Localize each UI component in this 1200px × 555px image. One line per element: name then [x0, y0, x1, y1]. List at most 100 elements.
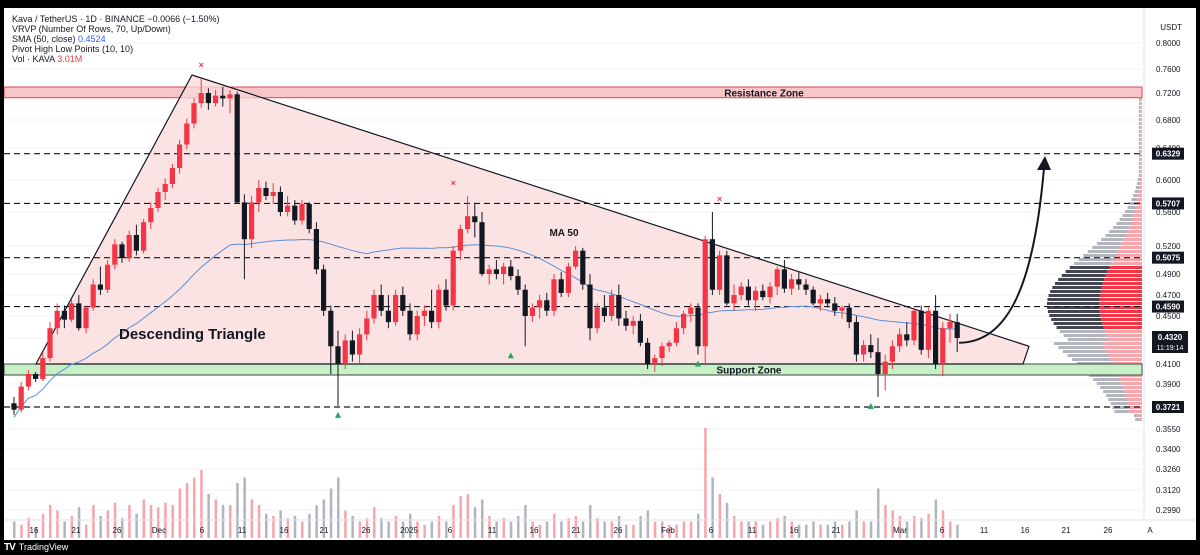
- candle-body: [306, 204, 312, 229]
- volume-value: 3.01M: [57, 54, 83, 64]
- candle-body: [371, 295, 377, 319]
- profile-bar-down: [1096, 242, 1122, 245]
- volume-bar: [812, 521, 815, 538]
- price-tick-label: 0.6800: [1156, 116, 1181, 125]
- candle-body: [285, 205, 291, 212]
- candle: [803, 279, 809, 295]
- volume-bar: [833, 521, 837, 538]
- volume-bar: [704, 428, 707, 538]
- candle-body: [853, 322, 859, 355]
- time-tick-label: 11: [488, 526, 497, 535]
- volume-bar: [279, 510, 282, 538]
- volume-bar: [236, 483, 239, 538]
- profile-bar-up: [1108, 338, 1142, 341]
- candle: [565, 262, 571, 298]
- vrvp-row[interactable]: VRVP (Number Of Rows, 70, Up/Down): [12, 24, 171, 34]
- profile-bar-up: [1100, 290, 1142, 293]
- sma-value: 0.4524: [78, 34, 106, 44]
- profile-bar-down: [1139, 114, 1141, 117]
- candle-body: [141, 222, 147, 251]
- profile-bar-down: [1067, 354, 1109, 357]
- profile-bar-down: [1109, 230, 1128, 233]
- time-tick-label: 6: [448, 526, 453, 535]
- candle: [357, 328, 363, 364]
- profile-bar-up: [1125, 394, 1142, 397]
- profile-bar-down: [1139, 170, 1141, 173]
- candle: [105, 260, 111, 293]
- candle-body: [90, 284, 96, 308]
- candle: [767, 282, 773, 304]
- profile-bar-down: [1139, 110, 1141, 113]
- candle-body: [414, 316, 420, 335]
- volume-bar: [502, 518, 506, 538]
- chart-svg[interactable]: × × × Resistance Zone Support Zone Descend…: [4, 8, 1196, 540]
- candle-body: [69, 303, 75, 320]
- profile-bar-up: [1113, 258, 1142, 261]
- chart-area[interactable]: × × × Resistance Zone Support Zone Descend…: [4, 8, 1196, 540]
- time-tick-label: 6: [709, 526, 714, 535]
- profile-bar-down: [1114, 410, 1130, 413]
- ma-50-line: [13, 238, 958, 418]
- volume-bar: [430, 521, 434, 538]
- profile-bar-up: [1102, 322, 1142, 325]
- candle-body: [177, 144, 183, 168]
- profile-bar-down: [1139, 98, 1141, 101]
- volume-bar: [790, 521, 794, 538]
- volume-bar: [207, 494, 210, 538]
- profile-bar-up: [1101, 286, 1142, 289]
- candle: [184, 118, 190, 150]
- time-tick-label: 16: [1021, 526, 1030, 535]
- time-tick-label: 2025: [400, 526, 418, 535]
- price-axis[interactable]: USDT0.80000.76000.72000.68000.64000.6000…: [1143, 8, 1196, 540]
- candle: [205, 88, 211, 110]
- candle-body: [616, 295, 622, 319]
- descending-triangle-fill: [34, 74, 1030, 365]
- candle: [47, 322, 53, 362]
- price-tick-label: 0.4900: [1156, 270, 1181, 279]
- symbol-title: Kava / TetherUS · 1D · BINANCE: [12, 14, 145, 24]
- profile-bar-down: [1058, 346, 1105, 349]
- volume-bar: [315, 505, 318, 538]
- volume-bar: [682, 521, 686, 538]
- profile-bar-up: [1140, 158, 1142, 161]
- candle: [25, 370, 31, 391]
- candle-body: [681, 313, 687, 329]
- profile-bar-down: [1131, 198, 1138, 201]
- symbol-row[interactable]: Kava / TetherUS · 1D · BINANCE −0.0066 (…: [12, 14, 219, 24]
- candle: [407, 303, 413, 341]
- time-tick-label: 6: [940, 526, 945, 535]
- profile-bar-up: [1099, 310, 1142, 313]
- price-tick-label: 0.4100: [1156, 360, 1181, 369]
- candle-body: [61, 310, 67, 320]
- candle-body: [54, 310, 60, 329]
- candle: [911, 307, 917, 346]
- price-level-tag: [1152, 197, 1184, 210]
- sma-row[interactable]: SMA (50, close) 0.4524: [12, 34, 219, 44]
- candle-body: [443, 289, 449, 306]
- footer-brand[interactable]: TV TradingView: [4, 540, 204, 555]
- profile-bar-down: [1047, 298, 1100, 301]
- time-axis[interactable]: 16 21 26 Dec 6 11 16 21 26 2025 6 11 16 21 26 Feb 6 11 16 2…: [4, 519, 1196, 535]
- profile-bar-up: [1115, 254, 1142, 257]
- candle: [33, 372, 39, 382]
- volume-bar: [380, 518, 383, 538]
- volume-bar: [200, 469, 203, 538]
- volume-bar: [149, 505, 153, 538]
- candle-body: [537, 300, 543, 308]
- candle-body: [299, 204, 305, 221]
- profile-bar-down: [1105, 234, 1126, 237]
- time-tick-label: 26: [614, 526, 623, 535]
- profile-bar-up: [1119, 246, 1142, 249]
- volume-bar: [581, 521, 585, 538]
- candle: [277, 186, 283, 217]
- pivot-row[interactable]: Pivot High Low Points (10, 10): [12, 44, 134, 54]
- profile-bar-up: [1140, 126, 1142, 129]
- candle-body: [364, 318, 370, 335]
- candle: [789, 274, 795, 295]
- volume-bar: [70, 516, 74, 538]
- profile-bar-down: [1093, 378, 1121, 381]
- candle-body: [234, 94, 240, 203]
- time-tick-label: Feb: [661, 526, 675, 535]
- candle-body: [803, 284, 809, 290]
- volume-row[interactable]: Vol · KAVA 3.01M: [12, 54, 219, 64]
